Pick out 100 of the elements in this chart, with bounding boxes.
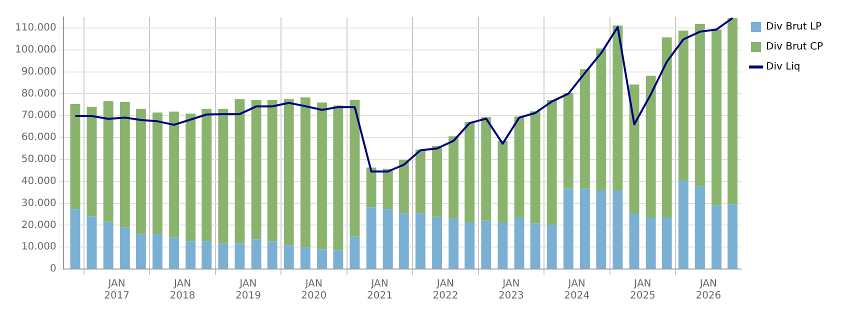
bar <box>612 190 623 268</box>
bar <box>629 84 640 214</box>
bar <box>498 222 508 268</box>
bar <box>284 245 294 268</box>
x-tick-label: JAN 2018 <box>170 278 196 302</box>
bar <box>186 241 196 268</box>
bar <box>596 190 606 268</box>
bar <box>152 112 162 234</box>
y-tick-label: 70.000 <box>21 110 56 122</box>
bar <box>103 222 114 268</box>
bar <box>186 114 196 242</box>
bar <box>580 188 590 268</box>
bar <box>646 218 656 268</box>
y-tick-label: 20.000 <box>21 220 56 231</box>
bar <box>86 106 97 216</box>
bar <box>218 108 228 244</box>
bar <box>251 239 262 268</box>
bar <box>448 136 459 219</box>
y-tick-label: 110.000 <box>14 22 56 34</box>
bar <box>382 168 393 210</box>
bar <box>317 249 327 268</box>
bar <box>103 101 114 222</box>
legend-label: Div Liq <box>766 62 800 73</box>
bar <box>678 180 688 268</box>
bar <box>70 104 80 210</box>
bar <box>366 207 376 268</box>
bar <box>300 97 310 248</box>
legend-label: Div Brut LP <box>766 22 822 33</box>
bar <box>120 102 130 228</box>
bar <box>695 186 705 268</box>
bar <box>712 205 722 268</box>
bar <box>464 222 475 268</box>
y-tick-label: 100.000 <box>14 44 56 56</box>
bar <box>662 37 672 218</box>
bar <box>202 108 212 242</box>
bar <box>432 216 442 268</box>
bar <box>136 108 146 234</box>
bar <box>136 234 146 268</box>
bar <box>267 100 278 242</box>
bar <box>629 214 640 268</box>
bar <box>169 112 180 238</box>
bar <box>317 102 327 250</box>
bar <box>612 26 623 191</box>
bar <box>398 160 409 214</box>
bar <box>234 99 245 244</box>
bar <box>382 209 393 268</box>
bar <box>333 250 344 268</box>
x-tick-label: JAN 2022 <box>432 278 458 302</box>
bar <box>432 146 442 217</box>
bar <box>448 218 459 268</box>
y-tick-label: 30.000 <box>21 198 56 209</box>
bar <box>662 218 672 268</box>
bar <box>398 213 409 268</box>
y-tick-label: 0 <box>50 264 56 275</box>
bar <box>712 29 722 206</box>
y-tick-label: 80.000 <box>21 88 56 100</box>
bar <box>546 100 557 225</box>
bar <box>120 228 130 268</box>
y-tick-label: 50.000 <box>21 154 56 166</box>
bar <box>596 48 606 191</box>
bar <box>70 209 80 268</box>
x-tick-label: JAN 2025 <box>630 278 656 302</box>
bar <box>464 122 475 223</box>
y-tick-label: 10.000 <box>21 242 56 253</box>
bar <box>546 224 557 268</box>
bar <box>530 111 540 224</box>
bar <box>350 100 360 237</box>
bar <box>300 247 310 268</box>
bar <box>695 24 705 186</box>
bar <box>481 117 492 221</box>
bar <box>728 18 738 204</box>
x-tick-label: JAN 2017 <box>104 278 130 302</box>
bar <box>169 237 180 268</box>
y-tick-label: 60.000 <box>21 132 56 144</box>
bar <box>514 218 524 268</box>
x-tick-label: JAN 2026 <box>696 278 722 302</box>
bar <box>333 106 344 250</box>
bar <box>646 76 656 218</box>
bar <box>284 99 294 246</box>
bar <box>202 241 212 268</box>
bar <box>481 220 492 268</box>
bar <box>415 150 426 214</box>
x-tick-label: JAN 2021 <box>367 278 392 302</box>
bar <box>366 168 376 208</box>
bar <box>563 93 574 189</box>
x-tick-label: JAN 2020 <box>301 278 327 302</box>
bar <box>415 213 426 268</box>
x-tick-label: JAN 2019 <box>235 278 261 302</box>
bar <box>678 30 688 180</box>
legend-label: Div Brut CP <box>766 42 824 53</box>
bar <box>498 140 508 223</box>
bar <box>152 234 162 268</box>
bar <box>563 188 574 268</box>
bar <box>350 236 360 268</box>
bar <box>267 241 278 268</box>
bar <box>530 223 540 268</box>
bar <box>514 116 524 218</box>
bar <box>251 100 262 240</box>
bar <box>218 244 228 268</box>
y-tick-label: 40.000 <box>21 176 56 187</box>
